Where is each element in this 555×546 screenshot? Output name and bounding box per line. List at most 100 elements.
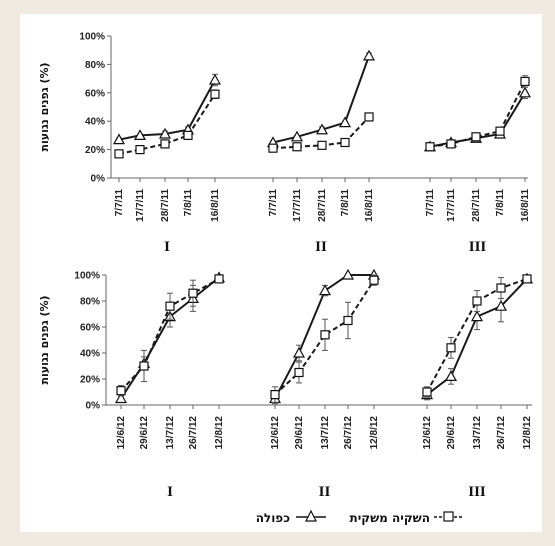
data-point-square xyxy=(320,330,330,340)
data-point-square xyxy=(160,139,170,149)
series-line-irrigation xyxy=(429,80,526,148)
x-tick-label: 12/8/12 xyxy=(369,416,380,450)
data-point-triangle xyxy=(470,310,484,322)
plot-2012: 0% 20% 40% 60% 80% 100% גפנים נגועות (%) 12/6/1… xyxy=(38,268,534,500)
x-tick-label: 7/7/11 xyxy=(114,189,125,217)
group-label: I xyxy=(167,484,173,500)
x-tick-label: 12/6/12 xyxy=(422,416,433,450)
data-point-triangle xyxy=(362,49,376,61)
y-tick-label: 80% xyxy=(80,297,100,308)
x-tick-label: 13/7/12 xyxy=(165,416,176,450)
legend-triangle-icon xyxy=(305,509,317,522)
series-line-irrigation xyxy=(118,93,216,155)
x-tick-label: 13/7/12 xyxy=(320,416,331,450)
data-point-triangle xyxy=(133,129,147,141)
legend-label-irrigation: השקיה משקית xyxy=(350,511,430,525)
y-tick-label: 20% xyxy=(85,145,105,156)
x-tick-label: 16/8/11 xyxy=(210,189,221,222)
data-point-square xyxy=(369,275,379,285)
x-tick-label: 26/7/12 xyxy=(496,416,507,450)
data-point-square xyxy=(446,139,456,149)
data-point-square xyxy=(472,296,482,306)
plot-2011: 0% 20% 40% 60% 80% 100% גפנים נגועות (%) 7/7/11… xyxy=(38,32,532,255)
series-line-irrigation xyxy=(426,277,528,393)
x-tick-label: 7/7/11 xyxy=(268,189,279,217)
data-point-square xyxy=(425,142,435,152)
data-point-square xyxy=(210,89,220,99)
group-label: II xyxy=(319,484,331,500)
data-point-triangle xyxy=(494,299,508,311)
group-label: III xyxy=(469,239,487,255)
data-point-square xyxy=(446,343,456,353)
legend: השקיה משקית כפולה xyxy=(256,509,462,525)
data-point-triangle xyxy=(318,284,332,296)
data-point-triangle xyxy=(112,133,126,145)
group-label: III xyxy=(468,484,486,500)
y-tick-label: 0% xyxy=(91,174,106,185)
y-axis-title: גפנים נגועות (%) xyxy=(38,295,51,384)
x-tick-label: 17/7/11 xyxy=(446,189,457,222)
x-tick-label: 28/7/11 xyxy=(160,189,171,222)
data-point-triangle xyxy=(338,116,352,128)
x-tick-label: 12/8/12 xyxy=(522,416,533,450)
legend-label-double: כפולה xyxy=(256,511,291,525)
data-point-square xyxy=(522,274,532,284)
data-point-triangle xyxy=(208,73,222,85)
data-point-square xyxy=(364,112,374,122)
x-tick-label: 29/6/12 xyxy=(139,416,150,450)
data-point-square xyxy=(214,274,224,284)
data-point-square xyxy=(135,145,145,155)
data-point-square xyxy=(520,76,530,87)
x-tick-label: 29/6/12 xyxy=(446,416,457,450)
y-tick-label: 60% xyxy=(80,323,100,334)
figure-panel: 0% 20% 40% 60% 80% 100% גפנים נגועות (%) 7/7/11… xyxy=(20,14,542,532)
x-tick-label: 28/7/11 xyxy=(471,189,482,222)
x-tick-label: 16/8/11 xyxy=(364,189,375,222)
group-label: II xyxy=(315,239,327,255)
data-point-triangle xyxy=(114,392,128,404)
group-label: I xyxy=(164,239,170,255)
data-point-square xyxy=(292,142,302,152)
x-tick-label: 7/8/11 xyxy=(495,189,506,217)
x-tick-label: 12/6/12 xyxy=(270,416,281,450)
data-point-square xyxy=(317,140,327,150)
legend-square-icon xyxy=(443,511,454,522)
y-axis-title: גפנים נגועות (%) xyxy=(38,62,51,151)
y-tick-label: 60% xyxy=(85,88,105,99)
y-tick-label: 100% xyxy=(79,32,105,43)
data-point-square xyxy=(422,387,432,397)
y-tick-label: 20% xyxy=(80,375,100,386)
data-point-square xyxy=(139,361,149,371)
data-point-square xyxy=(116,386,126,396)
data-point-square xyxy=(188,288,198,298)
data-point-square xyxy=(114,149,124,159)
data-point-square xyxy=(340,137,350,148)
data-point-square xyxy=(343,315,353,326)
x-tick-label: 26/7/12 xyxy=(343,416,354,450)
x-tick-label: 13/7/12 xyxy=(472,416,483,450)
data-point-square xyxy=(294,367,304,378)
data-point-triangle xyxy=(518,86,532,98)
data-point-triangle xyxy=(315,123,329,135)
x-tick-label: 12/8/12 xyxy=(214,416,225,450)
data-point-square xyxy=(183,130,193,141)
data-point-triangle xyxy=(292,346,306,358)
x-tick-label: 17/7/11 xyxy=(135,189,146,222)
data-point-square xyxy=(496,283,506,293)
y-tick-label: 80% xyxy=(85,60,105,71)
data-point-square xyxy=(270,390,280,400)
y-tick-label: 40% xyxy=(85,117,105,128)
y-tick-label: 0% xyxy=(86,401,101,412)
x-tick-label: 26/7/12 xyxy=(188,416,199,450)
y-tick-label: 40% xyxy=(80,349,100,360)
data-point-triangle xyxy=(341,268,355,280)
y-tick-label: 100% xyxy=(74,271,100,282)
x-tick-label: 17/7/11 xyxy=(292,189,303,222)
data-point-square xyxy=(495,126,505,136)
data-point-square xyxy=(165,301,175,311)
series-line-irrigation xyxy=(274,279,375,396)
figure-svg: 0% 20% 40% 60% 80% 100% גפנים נגועות (%) 7/7/11… xyxy=(38,32,534,525)
x-tick-label: 12/6/12 xyxy=(116,416,127,450)
data-point-triangle xyxy=(290,130,304,142)
x-tick-label: 7/8/11 xyxy=(183,189,194,217)
